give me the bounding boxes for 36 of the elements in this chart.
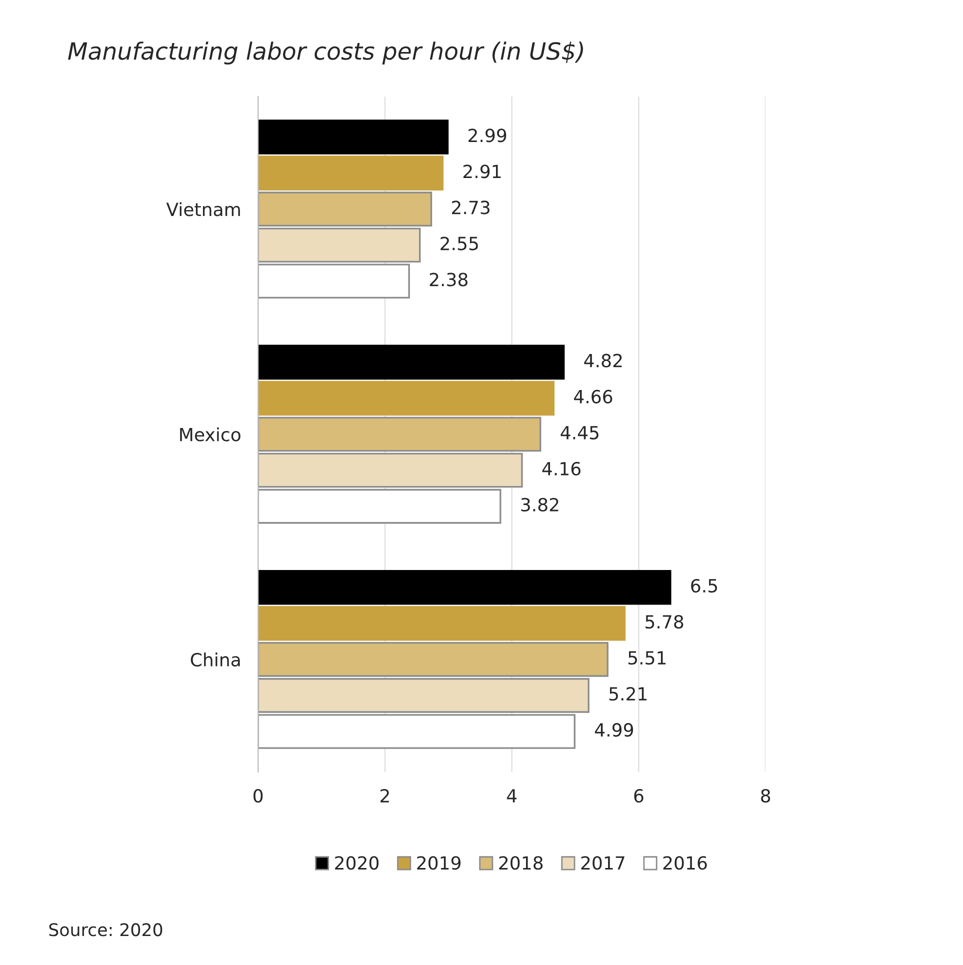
legend-label: 2016 [663,856,707,870]
data-label: 2.55 [440,236,478,250]
x-tick-label: 0 [254,788,263,803]
x-tick-label: 8 [761,788,770,803]
source-note: Source: 2020 [49,923,162,936]
y-tick-label: China [190,652,240,667]
y-tick-label: Mexico [180,427,240,442]
chart-title: Manufacturing labor costs per hour (in US$) [68,42,584,64]
bar [258,570,672,605]
data-label: 3.82 [521,498,558,512]
legend-label: 2018 [499,856,543,870]
x-tick-label: 4 [506,789,517,802]
x-tick-label: 6 [634,788,644,803]
data-label: 4.82 [584,354,622,368]
legend-label: 2017 [581,856,624,870]
data-label: 4.99 [594,723,634,737]
data-label: 2.99 [468,128,506,142]
data-label: 2.91 [463,164,501,178]
data-label: 4.16 [542,462,580,476]
data-label: 4.45 [560,426,598,440]
x-tick-label: 2 [380,788,389,802]
data-label: 5.78 [646,614,684,629]
legend-label: 2020 [335,856,379,870]
bar [258,344,565,380]
bar [258,120,449,154]
data-label: 2.73 [452,200,490,214]
bar [258,380,555,416]
data-label: 4.66 [574,390,612,404]
data-label: 2.38 [430,272,468,286]
bar [258,606,626,641]
y-tick-label: Vietnam [166,202,240,216]
data-label: 5.51 [628,651,666,665]
data-label: 5.21 [609,687,647,701]
bar [258,156,444,190]
legend-label: 2019 [417,856,461,870]
data-label: 6.5 [691,578,718,593]
